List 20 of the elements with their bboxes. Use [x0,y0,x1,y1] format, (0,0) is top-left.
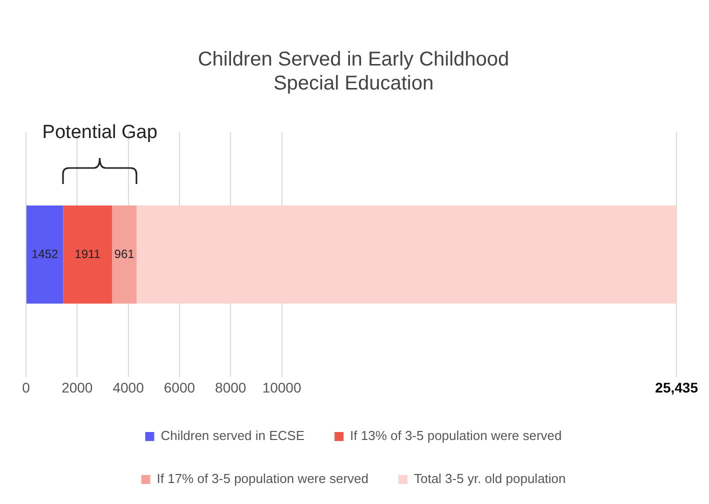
bar [63,206,112,304]
annotation: Potential Gap [41,122,158,144]
legend-label: Children served in ECSE [160,428,305,444]
x-tick-label: 0 [22,379,30,396]
data-label: 1911 [74,246,101,261]
data-label: 961 [114,246,135,261]
x-tick-label: 4000 [112,379,144,396]
x-tick-label: 8000 [215,379,246,396]
chart-title: Children Served in Early Childhood Special Education [198,48,510,95]
bar [112,206,137,304]
x-tick-label: 6000 [164,379,196,396]
x-tick-label: 10000 [262,379,302,396]
x-tick-label: 2000 [62,379,93,396]
legend-label: If 17% of 3-5 population were served [156,471,368,486]
bar [26,206,64,304]
legend-label: Total 3-5 yr. old population [414,471,566,486]
legend-label: If 13% of 3-5 population were served [350,428,562,444]
bar [136,206,677,304]
data-label: 1452 [31,246,58,261]
x-tick-label: 25,435 [655,379,698,396]
